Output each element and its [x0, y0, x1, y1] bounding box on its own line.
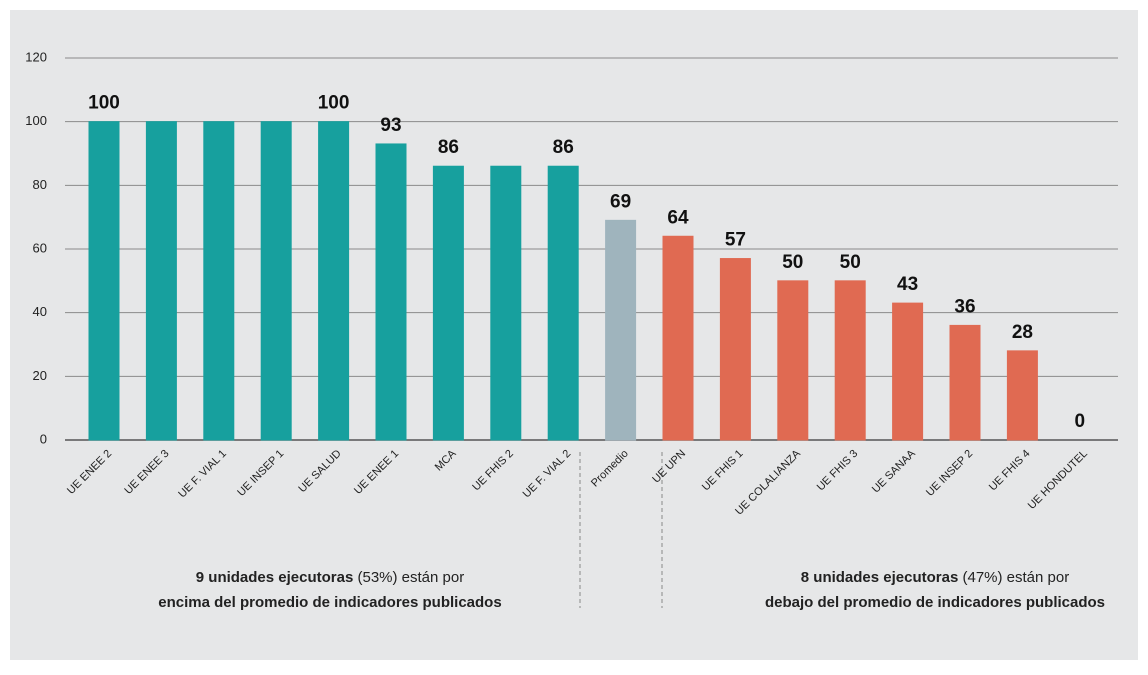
value-label: 0 [1075, 411, 1086, 432]
bar [777, 280, 809, 441]
value-label: 86 [438, 137, 459, 158]
bar [834, 280, 866, 441]
bar [892, 302, 924, 441]
annotation-text: (47%) están por [958, 569, 1069, 586]
bar [318, 121, 350, 441]
annotation-bold: 8 unidades ejecutoras [801, 569, 959, 586]
value-label: 36 [954, 296, 975, 317]
value-label: 86 [553, 137, 574, 158]
value-label: 57 [725, 230, 746, 251]
annotation-highlight: encima del promedio de indicadores publi… [158, 594, 501, 611]
bar [145, 121, 177, 441]
bar [547, 165, 579, 441]
y-tick-label: 40 [33, 304, 47, 319]
annotation: 8 unidades ejecutoras (47%) están por [801, 569, 1069, 586]
annotation: 9 unidades ejecutoras (53%) están por [196, 569, 464, 586]
value-label: 100 [318, 93, 350, 114]
y-tick-label: 100 [25, 113, 47, 128]
bar [719, 258, 751, 441]
value-label: 50 [840, 252, 861, 273]
y-tick-label: 0 [40, 431, 47, 446]
annotation-highlight: debajo del promedio de indicadores publi… [765, 594, 1105, 611]
bar [375, 143, 407, 441]
bar [88, 121, 120, 441]
bar [203, 121, 235, 441]
value-label: 50 [782, 252, 803, 273]
bar [605, 219, 637, 441]
value-label: 93 [380, 115, 401, 136]
y-tick-label: 20 [33, 368, 47, 383]
value-label: 28 [1012, 322, 1033, 343]
value-label: 69 [610, 191, 631, 212]
bar [949, 324, 981, 441]
y-tick-label: 80 [33, 177, 47, 192]
y-tick-label: 60 [33, 240, 47, 255]
annotation-bold: 9 unidades ejecutoras [196, 569, 354, 586]
value-label: 43 [897, 274, 918, 295]
bar [1006, 350, 1038, 441]
value-label: 100 [88, 93, 120, 114]
bar [260, 121, 292, 441]
bar [432, 165, 464, 441]
bar [662, 235, 694, 441]
bar [490, 165, 522, 441]
annotation-text: (53%) están por [353, 569, 464, 586]
y-tick-label: 120 [25, 49, 47, 64]
value-label: 64 [667, 207, 689, 228]
